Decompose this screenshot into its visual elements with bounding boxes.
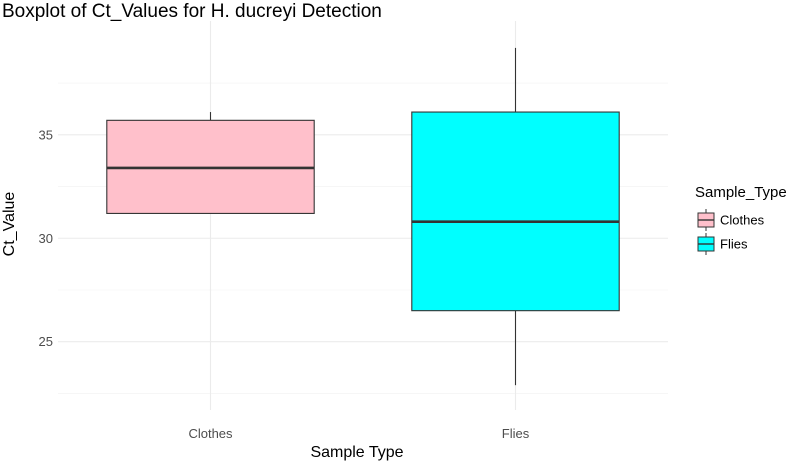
tick-labels: 25 30 35 Clothes Flies — [39, 127, 530, 441]
y-tick-label: 25 — [39, 334, 53, 349]
box-flies — [411, 47, 620, 386]
iqr-box — [411, 111, 620, 312]
y-tick-label: 30 — [39, 231, 53, 246]
legend-label: Clothes — [720, 213, 765, 228]
chart-title: Boxplot of Ct_Values for H. ducreyi Dete… — [2, 1, 382, 22]
legend-label: Flies — [720, 237, 748, 252]
legend-item-clothes: Clothes — [697, 209, 765, 231]
x-tick-label: Clothes — [188, 426, 233, 441]
y-tick-label: 35 — [39, 127, 53, 142]
boxes — [106, 47, 620, 386]
box-clothes — [106, 112, 315, 214]
legend: Sample_Type Clothes Flies — [695, 184, 787, 255]
x-axis-title: Sample Type — [310, 444, 403, 461]
legend-title: Sample_Type — [695, 184, 787, 201]
y-axis-title: Ct_Value — [1, 192, 18, 257]
legend-item-flies: Flies — [697, 233, 748, 255]
x-tick-label: Flies — [502, 426, 530, 441]
